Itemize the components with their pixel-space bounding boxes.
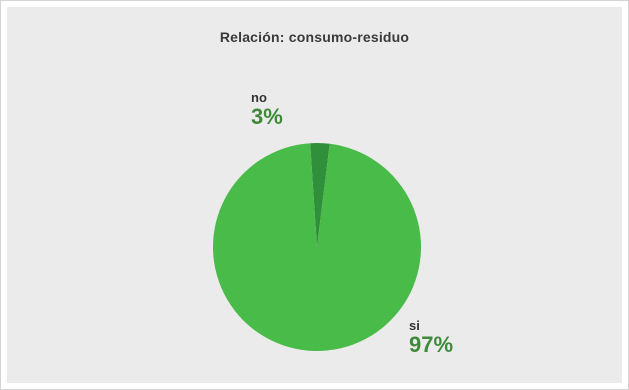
pie-chart: [213, 143, 421, 351]
slice-name-si: si: [409, 318, 420, 333]
pie-slice-si: [213, 143, 421, 351]
slice-percent-no: 3%: [251, 104, 283, 129]
slice-name-no: no: [251, 90, 267, 105]
slice-percent-si: 97%: [409, 332, 454, 357]
chart-panel: Relación: consumo-residuo no 3% si 97%: [7, 7, 622, 383]
slice-label-no: no 3%: [251, 91, 283, 129]
chart-title: Relación: consumo-residuo: [219, 29, 410, 45]
slice-label-si: si 97%: [409, 319, 453, 357]
pie-slice-no: [310, 143, 330, 247]
